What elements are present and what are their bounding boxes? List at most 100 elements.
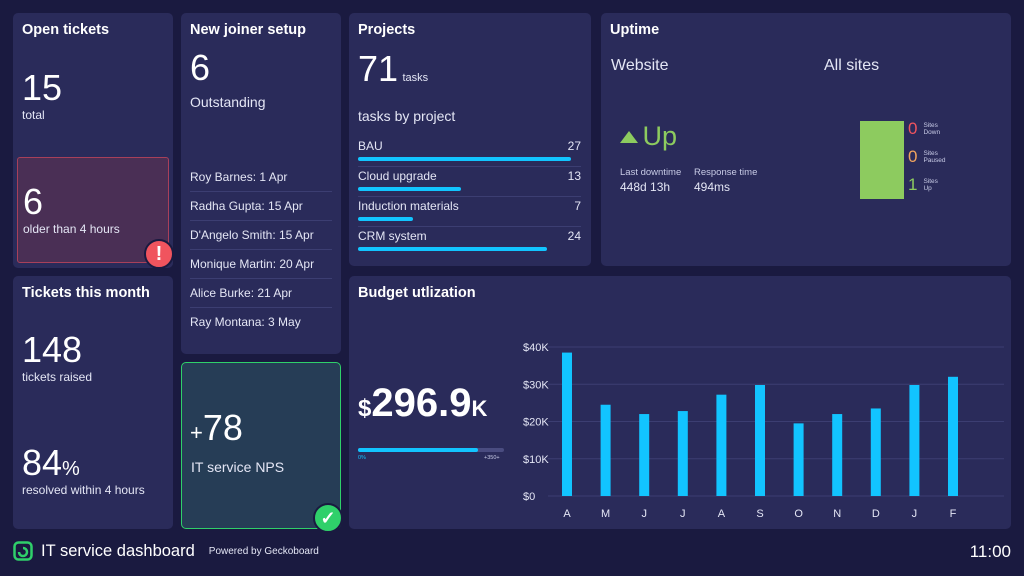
older-tickets-label: older than 4 hours (23, 222, 120, 236)
x-tick-label: N (833, 508, 841, 520)
x-tick-label: J (912, 508, 918, 520)
x-tick-label: A (563, 508, 571, 520)
bar (716, 394, 727, 496)
project-name: Induction materials (358, 199, 459, 213)
last-downtime-label: Last downtime (620, 167, 682, 178)
budget-progress-end: +350+ (484, 455, 500, 461)
projects-subtitle: tasks by project (358, 108, 456, 124)
site-stat-up: 1 Sites Up (908, 175, 938, 195)
older-tickets-value: 6 (23, 181, 44, 222)
projects-number: 71 (358, 48, 399, 89)
stat-label-line: Down (923, 129, 941, 136)
resolved-label: resolved within 4 hours (22, 483, 145, 497)
x-tick-label: D (872, 508, 880, 520)
card-title: New joiner setup (190, 22, 307, 38)
last-downtime-value: 448d 13h (620, 180, 671, 194)
bar (948, 376, 958, 496)
site-stat-paused: 0 Sites Paused (908, 147, 946, 167)
project-value: 13 (567, 169, 581, 183)
y-tick-label: $10K (523, 454, 549, 466)
nps-number: 78 (202, 407, 243, 448)
bar (832, 414, 843, 496)
stat-label-line: Paused (923, 157, 946, 164)
sites-down-label: Sites Down (923, 122, 940, 137)
budget-number: 296.9 (371, 381, 472, 425)
uptime-card: Uptime Website All sites Up Last downtim… (601, 13, 1011, 266)
open-tickets-total: 15 (22, 67, 63, 108)
sites-up-value: 1 (908, 175, 918, 194)
stat-label-line: Sites (923, 149, 938, 157)
project-value: 24 (567, 229, 581, 243)
dashboard-title: IT service dashboard (41, 541, 195, 560)
project-name: CRM system (358, 229, 427, 243)
nps-value: +78 (190, 410, 243, 446)
budget-suffix: K (471, 396, 488, 421)
project-bar (358, 217, 414, 221)
sites-paused-label: Sites Paused (923, 150, 945, 165)
open-tickets-card: Open tickets 15 total 6 older than 4 hou… (13, 13, 174, 269)
project-bar (358, 247, 548, 251)
bar (755, 384, 765, 496)
project-name: BAU (358, 139, 383, 153)
response-time-label: Response time (694, 167, 758, 178)
project-row: CRM system 24 (358, 227, 581, 257)
y-tick-label: $40K (523, 342, 549, 354)
website-heading: Website (611, 57, 669, 74)
y-tick-label: $30K (523, 379, 549, 391)
clock: 11:00 (969, 542, 1011, 561)
project-value: 7 (574, 199, 581, 213)
sites-down-value: 0 (908, 119, 918, 138)
all-sites-heading: All sites (824, 57, 880, 74)
budget-currency: $ (358, 395, 372, 422)
bar (793, 423, 804, 496)
powered-by: Powered by Geckoboard (208, 545, 319, 557)
joiner-list: Roy Barnes: 1 Apr Radha Gupta: 15 Apr D'… (190, 163, 332, 337)
bar (909, 384, 920, 496)
stat-label-line: Sites (923, 121, 938, 129)
budget-progress-track (358, 448, 504, 452)
sites-up-bar (860, 121, 904, 199)
new-joiner-card: New joiner setup 6 Outstanding Roy Barne… (181, 13, 341, 354)
card-title: Projects (358, 22, 416, 38)
tickets-raised-value: 148 (22, 329, 83, 370)
nps-label: IT service NPS (191, 459, 285, 475)
project-list: BAU 27 Cloud upgrade 13 Induction materi… (358, 137, 581, 257)
list-item: Alice Burke: 21 Apr (190, 279, 332, 308)
bar (639, 414, 650, 496)
budget-progress-start: 0% (358, 455, 366, 461)
y-tick-label: $20K (523, 417, 549, 429)
footer: IT service dashboard Powered by Geckoboa… (13, 541, 319, 561)
site-stat-down: 0 Sites Down (908, 119, 940, 139)
budget-card: Budget utlization $296.9K 0% +350+ $0 $10… (349, 276, 1011, 529)
projects-count: 71 tasks (358, 51, 428, 87)
older-tickets-alert: 6 older than 4 hours (17, 157, 169, 263)
card-title: Open tickets (22, 22, 110, 38)
list-item: D'Angelo Smith: 15 Apr (190, 221, 332, 250)
project-row: Cloud upgrade 13 (358, 167, 581, 197)
joiner-count-label: Outstanding (190, 94, 266, 110)
bar (600, 404, 611, 496)
project-row: BAU 27 (358, 137, 581, 167)
projects-card: Projects 71 tasks tasks by project BAU 2… (349, 13, 591, 266)
x-tick-label: F (950, 508, 957, 520)
exclamation-icon: ! (144, 239, 174, 269)
resolved-value: 84% (22, 445, 80, 481)
project-row: Induction materials 7 (358, 197, 581, 227)
project-name: Cloud upgrade (358, 169, 437, 183)
stat-label-line: Sites (923, 177, 938, 185)
sites-up-label: Sites Up (923, 178, 937, 193)
check-icon: ✓ (313, 503, 343, 533)
bar (870, 408, 881, 496)
card-title: Uptime (610, 22, 660, 38)
joiner-count: 6 (190, 47, 211, 88)
card-title: Tickets this month (22, 285, 150, 301)
list-item: Roy Barnes: 1 Apr (190, 163, 332, 192)
tickets-raised-label: tickets raised (22, 370, 93, 384)
project-bar (358, 157, 571, 161)
projects-unit: tasks (402, 72, 429, 84)
project-bar (358, 187, 461, 191)
resolved-unit: % (62, 458, 80, 480)
tickets-month-card: Tickets this month 148 tickets raised 84… (13, 276, 173, 529)
list-item: Radha Gupta: 15 Apr (190, 192, 332, 221)
uptime-status: Up (620, 121, 677, 152)
